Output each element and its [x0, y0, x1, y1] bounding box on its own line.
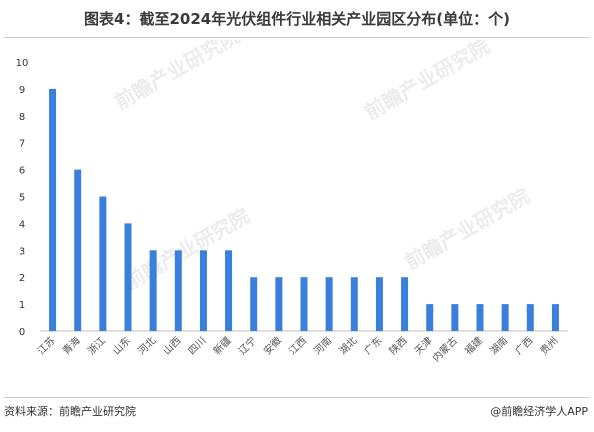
bar-湖北	[350, 277, 358, 331]
y-tick-label: 10	[16, 58, 29, 69]
y-tick-label: 3	[19, 246, 25, 257]
bar-河南	[325, 277, 333, 331]
x-tick-label: 广西	[513, 335, 536, 358]
bar-湖南	[501, 304, 509, 331]
x-tick-label: 河北	[136, 335, 159, 358]
y-tick-label: 1	[19, 300, 25, 311]
x-tick-label: 安徽	[261, 334, 284, 357]
bar-山东	[124, 223, 132, 331]
bar-福建	[476, 304, 484, 331]
bars	[49, 88, 559, 332]
x-tick-labels: 江苏 青海 浙江 山东 河北 山西 四川 新疆 辽宁 安徽 江西 河南 湖北 广东 陕西 天津内蒙古 福建 湖南广…	[34, 334, 560, 364]
bar-广东	[375, 277, 383, 331]
x-tick-label: 河南	[311, 334, 334, 357]
bar-浙江	[99, 196, 107, 331]
y-tick-labels: 0 1 2 3 4 5 6 7 8 9 10	[16, 58, 29, 338]
bar-chart: 前瞻产业研究院 前瞻产业研究院 前瞻产业研究院 前瞻产业研究院 江苏 青海 浙江 山东…	[16, 40, 568, 364]
bar-山西	[174, 250, 182, 331]
watermark: 前瞻产业研究院	[361, 40, 494, 124]
x-tick-label: 贵州	[537, 334, 560, 357]
title-divider	[4, 37, 590, 38]
x-tick-label: 山东	[110, 334, 133, 357]
watermark: 前瞻产业研究院	[401, 184, 534, 275]
watermarks: 前瞻产业研究院 前瞻产业研究院 前瞻产业研究院 前瞻产业研究院	[111, 40, 534, 294]
x-tick-label: 新疆	[210, 334, 233, 357]
watermark: 前瞻产业研究院	[111, 40, 244, 114]
bar-广西	[526, 304, 534, 331]
x-tick-label: 江苏	[34, 334, 57, 357]
bar-内蒙古	[451, 304, 459, 331]
bar-青海	[74, 169, 82, 331]
x-tick-label: 天津	[412, 335, 435, 358]
x-tick-label: 广东	[361, 334, 384, 357]
x-tick-label: 青海	[60, 334, 83, 357]
x-tick-label: 四川	[187, 335, 209, 357]
bar-辽宁	[250, 277, 258, 331]
x-tick-label: 山西	[161, 335, 184, 358]
bar-河北	[149, 250, 157, 331]
bar-安徽	[275, 277, 283, 331]
chart-title: 图表4：截至2024年光伏组件行业相关产业园区分布(单位：个)	[84, 10, 510, 28]
bar-江苏	[49, 88, 57, 332]
bar-天津	[426, 304, 434, 331]
x-tick-label: 浙江	[85, 335, 108, 358]
x-tick-label: 江西	[286, 335, 309, 358]
source-note: 资料来源：前瞻产业研究院	[4, 405, 136, 418]
bar-江西	[300, 277, 308, 331]
y-tick-label: 7	[19, 139, 25, 150]
y-tick-label: 8	[19, 112, 25, 123]
bar-陕西	[401, 277, 409, 331]
x-tick-label: 陕西	[386, 334, 409, 357]
x-tick-label: 湖北	[337, 335, 360, 358]
x-tick-label: 内蒙古	[430, 334, 460, 364]
x-tick-label: 辽宁	[236, 334, 259, 357]
bar-贵州	[551, 304, 559, 331]
y-tick-label: 6	[19, 166, 25, 177]
bar-四川	[199, 250, 207, 331]
y-tick-label: 5	[19, 193, 25, 204]
watermark: 前瞻产业研究院	[121, 204, 254, 295]
y-tick-label: 4	[19, 219, 25, 230]
brand-credit: @前瞻经济学人APP	[490, 405, 588, 418]
x-tick-label: 福建	[462, 334, 485, 357]
y-tick-label: 9	[19, 85, 25, 96]
y-tick-label: 2	[19, 273, 25, 284]
bar-新疆	[225, 250, 233, 331]
footer-divider	[4, 397, 590, 398]
x-tick-label: 湖南	[487, 334, 510, 357]
y-tick-label: 0	[19, 327, 25, 338]
